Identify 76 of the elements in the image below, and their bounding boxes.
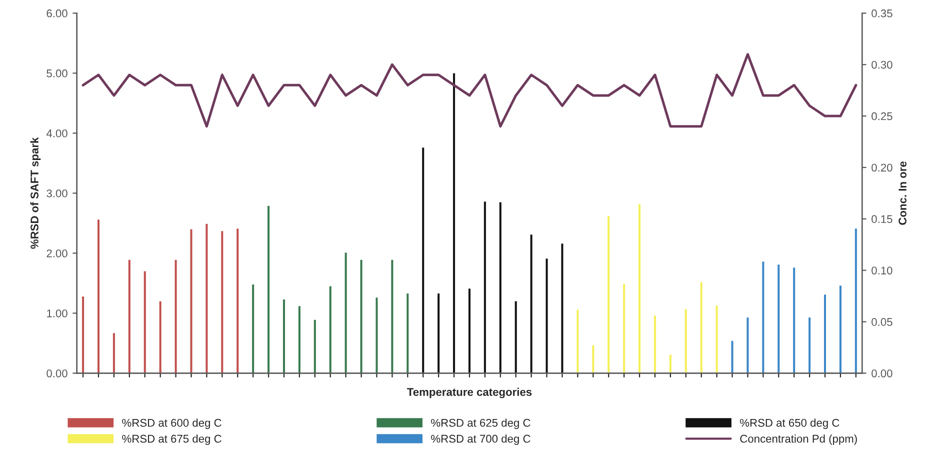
y2-tick-label: 0.10 — [872, 266, 892, 274]
bar — [80, 295, 86, 374]
legend-label: %RSD at 600 deg C — [122, 418, 222, 429]
bar — [220, 230, 225, 374]
bar — [112, 332, 116, 374]
y2-tick-label: 0.35 — [872, 9, 892, 18]
bar — [390, 258, 395, 374]
bar — [328, 284, 333, 374]
bar — [358, 258, 364, 374]
bar — [544, 257, 550, 374]
y2-tick-label: 0.25 — [872, 112, 892, 120]
bar — [575, 308, 580, 374]
y2-tick-label: 0.20 — [872, 164, 892, 172]
bar — [854, 227, 858, 374]
bar — [235, 227, 240, 374]
bar — [590, 344, 596, 374]
bar — [436, 292, 441, 374]
bar — [498, 200, 503, 374]
y-tick-label: 0.00 — [46, 369, 68, 378]
bar — [606, 214, 611, 374]
bar — [776, 263, 782, 374]
bar — [142, 270, 148, 374]
legend-label: %RSD at 650 deg C — [740, 418, 840, 429]
bar — [528, 233, 534, 374]
bar — [204, 222, 210, 374]
legend-label: %RSD at 675 deg C — [122, 434, 222, 445]
bar — [96, 218, 101, 374]
y2-tick-label: 0.30 — [872, 60, 892, 69]
bar — [714, 304, 720, 374]
y-tick-label: 2.00 — [46, 249, 68, 258]
bar — [188, 228, 194, 374]
bar — [668, 353, 673, 374]
y-axis-title: %RSD of SAFT spark — [30, 137, 41, 249]
bar — [683, 308, 688, 374]
bar — [343, 251, 348, 374]
y2-tick-label: 0.05 — [872, 318, 892, 326]
bar — [282, 298, 286, 374]
y-tick-label: 1.00 — [47, 309, 68, 318]
bar — [374, 296, 380, 374]
bar — [730, 339, 735, 374]
bar — [760, 260, 766, 374]
legend-label: %RSD at 625 deg C — [431, 418, 530, 429]
legend-label: Concentration Pd (ppm) — [740, 434, 857, 445]
legend-label: %RSD at 700 deg C — [431, 434, 530, 445]
x-axis-title: Temperature categories — [407, 388, 532, 398]
bar — [745, 316, 750, 374]
bar — [698, 280, 704, 374]
bar — [266, 204, 271, 374]
bar — [622, 282, 626, 374]
bar — [807, 316, 812, 374]
y2-axis-title: Conc. In ore — [898, 161, 906, 225]
bar — [452, 72, 456, 374]
bar — [652, 314, 658, 374]
bar — [792, 266, 796, 374]
bar — [127, 258, 132, 374]
bar — [637, 202, 642, 374]
bar — [158, 300, 163, 374]
y2-tick-label: 0.00 — [872, 369, 892, 378]
bar — [173, 258, 178, 374]
bar — [250, 283, 256, 374]
bar — [467, 287, 472, 374]
bar — [482, 200, 488, 374]
bar — [405, 292, 410, 374]
bar — [560, 242, 565, 374]
y-tick-label: 5.00 — [46, 69, 68, 78]
y-tick-label: 3.00 — [46, 189, 68, 198]
bar — [513, 300, 518, 374]
bar — [822, 293, 828, 374]
line-series — [82, 53, 858, 128]
y2-tick-label: 0.15 — [872, 215, 892, 224]
bar — [420, 146, 426, 374]
bar — [297, 304, 302, 374]
y-tick-label: 4.00 — [46, 129, 68, 138]
bar — [838, 284, 843, 374]
bar — [312, 318, 318, 374]
y-tick-label: 6.00 — [46, 9, 68, 18]
